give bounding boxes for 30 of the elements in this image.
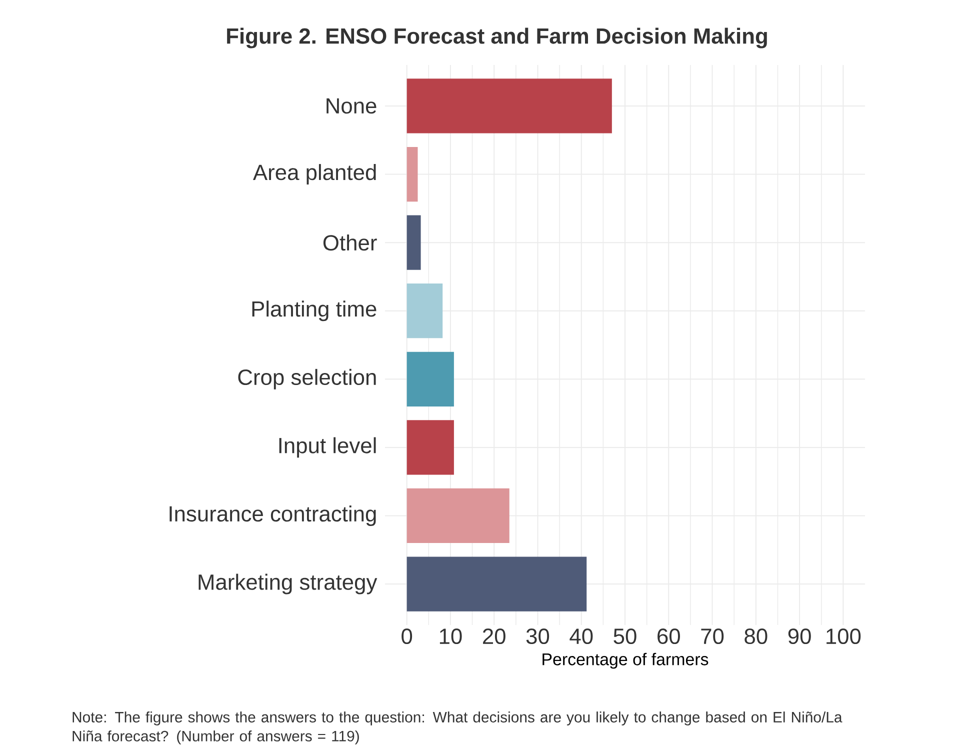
- x-tick-label: 90: [788, 628, 811, 644]
- x-tick-label: 0: [402, 628, 412, 644]
- y-tick-label: Insurance contracting: [170, 506, 376, 526]
- bar: [406, 420, 454, 475]
- chart-title: Figure 2. ENSO Forecast and Farm Decision Making: [227, 28, 767, 48]
- bar: [406, 215, 421, 270]
- x-axis-title: Percentage of farmers: [542, 652, 708, 669]
- y-tick-label: Other: [323, 234, 377, 251]
- bar: [406, 146, 418, 202]
- x-tick-label: 20: [483, 628, 506, 644]
- y-tick-label: Area planted: [252, 164, 376, 184]
- bar: [406, 284, 443, 338]
- y-tick-label: None: [326, 98, 376, 114]
- x-tick-label: 80: [744, 628, 768, 644]
- bar: [406, 352, 454, 406]
- x-tick-label: 10: [440, 628, 462, 644]
- y-tick-label: Input level: [279, 437, 376, 458]
- x-tick-label: 30: [526, 628, 550, 644]
- bar: [406, 488, 510, 544]
- bar: [406, 78, 612, 134]
- y-tick-label: Crop selection: [238, 368, 376, 390]
- x-tick-label: 70: [701, 628, 724, 644]
- x-tick-label: 60: [658, 628, 680, 644]
- y-tick-label: Marketing strategy: [198, 574, 378, 594]
- y-tick-label: Planting time: [252, 300, 376, 322]
- text: Note: The figure shows the answers to the question: What decisions are you likely to change based on El Niño/La Niña forecast? (Number of answers = 119): [72, 712, 842, 744]
- x-tick-label: 100: [826, 628, 861, 644]
- x-tick-label: 50: [614, 628, 636, 644]
- x-tick-label: 40: [570, 628, 593, 644]
- bar: [406, 556, 587, 612]
